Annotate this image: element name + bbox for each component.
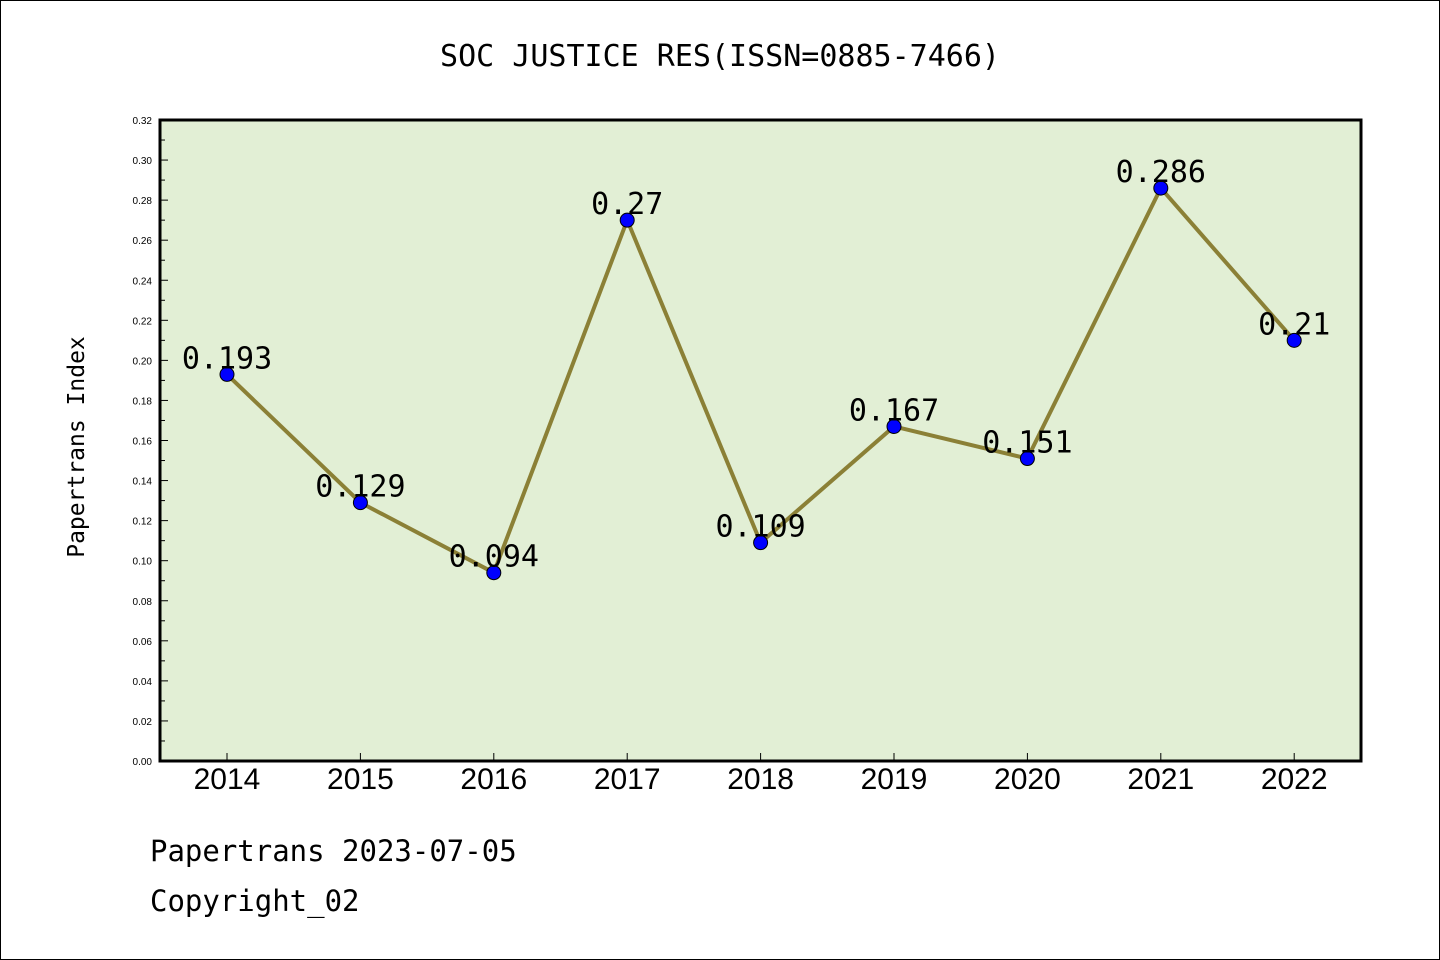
y-tick-label: 0.08 (133, 597, 153, 608)
x-tick-label: 2014 (194, 763, 261, 796)
y-tick-label: 0.28 (133, 196, 153, 207)
y-tick-label: 0.26 (133, 236, 153, 247)
data-point (753, 535, 769, 551)
data-labels: 0.193 0.129 0.094 0.27 0.109 0.167 0.151 0.286 0… (182, 155, 1330, 575)
x-tick-label: 2017 (594, 763, 661, 796)
chart-title: SOC JUSTICE RES(ISSN=0885-7466) (440, 39, 1000, 74)
y-tick-label: 0.22 (133, 316, 153, 327)
plot-border (158, 118, 1363, 763)
y-axis-label: Papertrans Index (64, 336, 90, 558)
x-tick-label: 2015 (327, 763, 394, 796)
y-axis-ticks: 0.00 0.02 0.04 0.06 0.08 0.10 0.12 0.14 0.16 0.18… (133, 116, 168, 768)
plot-area (160, 120, 1361, 761)
x-tick-label: 2021 (1127, 763, 1194, 796)
x-tick-label: 2020 (994, 763, 1061, 796)
x-tick-label: 2022 (1261, 763, 1328, 796)
y-tick-label: 0.16 (133, 437, 153, 448)
data-label: 0.151 (982, 426, 1072, 461)
y-tick-label: 0.00 (133, 757, 153, 768)
y-tick-label: 0.06 (133, 637, 153, 648)
data-label: 0.129 (315, 470, 405, 505)
x-tick-label: 2019 (861, 763, 928, 796)
y-tick-label: 0.12 (133, 517, 153, 528)
data-label: 0.167 (849, 393, 939, 428)
data-markers (219, 180, 1302, 581)
data-point (619, 212, 635, 228)
x-tick-label: 2016 (460, 763, 527, 796)
data-point (219, 366, 235, 382)
y-tick-label: 0.24 (133, 276, 153, 287)
y-tick-label: 0.32 (133, 116, 153, 127)
y-tick-label: 0.14 (133, 477, 153, 488)
y-tick-label: 0.18 (133, 396, 153, 407)
data-label: 0.27 (591, 187, 663, 222)
data-point (886, 418, 902, 434)
y-tick-label: 0.10 (133, 557, 153, 568)
data-point (1019, 451, 1035, 467)
data-label: 0.286 (1116, 155, 1206, 190)
data-label: 0.109 (715, 510, 805, 545)
y-tick-label: 0.30 (133, 156, 153, 167)
x-tick-label: 2018 (727, 763, 794, 796)
footer-copyright: Copyright_02 (150, 884, 360, 918)
data-label: 0.094 (449, 540, 539, 575)
footer-date: Papertrans 2023-07-05 (150, 834, 517, 868)
x-axis-ticks: 2014 2015 2016 2017 2018 2019 2020 2021 2022 (194, 753, 1328, 796)
data-point (1286, 332, 1302, 348)
data-point (486, 565, 502, 581)
y-tick-label: 0.02 (133, 717, 153, 728)
y-tick-label: 0.04 (133, 677, 153, 688)
data-label: 0.21 (1258, 307, 1330, 342)
y-tick-label: 0.20 (133, 356, 153, 367)
data-point (1153, 180, 1169, 196)
data-point (352, 495, 368, 511)
data-label: 0.193 (182, 341, 272, 376)
